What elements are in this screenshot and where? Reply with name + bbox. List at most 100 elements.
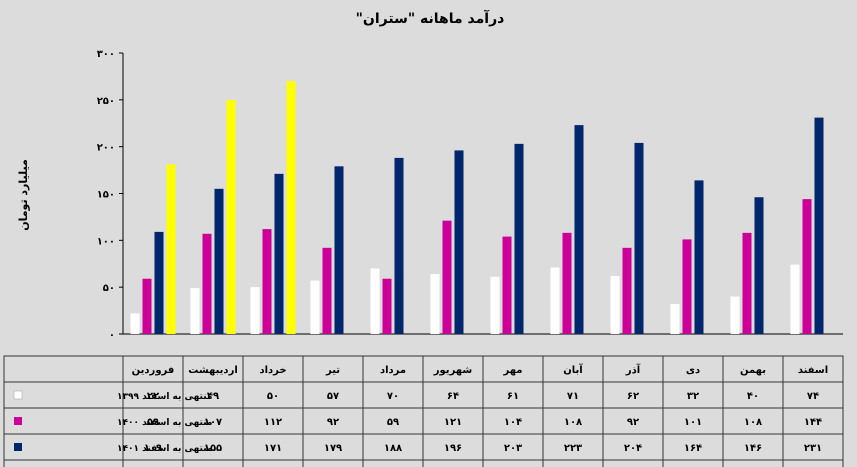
data-cell: ۵۰ <box>267 391 279 402</box>
data-table: فروردین اردیبهشت خرداد تیر مرداد شهریور مهر آبا… <box>3 355 844 467</box>
data-cell: ۴۰ <box>747 391 759 402</box>
bar <box>322 247 332 334</box>
bar <box>430 274 440 334</box>
data-cell: ۲۳۱ <box>804 443 822 454</box>
category-label: فروردین <box>132 365 175 376</box>
bar <box>394 157 404 334</box>
data-cell: ۱۷۹ <box>324 443 342 454</box>
category-label: خرداد <box>259 365 286 376</box>
data-cell: ۶۴ <box>447 391 459 402</box>
legend-swatch <box>14 443 22 451</box>
category-label: آذر <box>625 363 641 376</box>
bar <box>562 232 572 334</box>
data-cell: ۱۷۱ <box>264 443 282 454</box>
bar <box>142 278 152 334</box>
y-tick-label: ۰ <box>109 330 115 341</box>
bar <box>574 125 584 334</box>
data-cell: ۱۰۸ <box>744 417 762 428</box>
data-cell: ۵۹ <box>147 417 159 428</box>
bar <box>310 280 320 334</box>
data-cell: ۵۷ <box>327 391 339 402</box>
legend-swatch <box>13 390 23 400</box>
bar <box>214 188 224 334</box>
bar <box>742 232 752 334</box>
data-cell: ۵۹ <box>387 417 399 428</box>
bar <box>202 233 212 334</box>
data-cell: ۷۰ <box>387 391 399 402</box>
bar <box>286 81 296 334</box>
bar <box>250 287 260 334</box>
bar <box>694 180 704 334</box>
data-cell: ۱۰۹ <box>144 443 162 454</box>
bar <box>274 173 284 334</box>
bar <box>334 166 344 334</box>
bar <box>226 99 236 334</box>
y-tick-label: ۲۰۰ <box>97 143 115 154</box>
y-tick-label: ۲۵۰ <box>97 96 115 107</box>
bar <box>490 276 500 334</box>
bar <box>370 268 380 334</box>
data-cell: ۱۰۷ <box>204 417 222 428</box>
chart-title: درآمد ماهانه "ستران" <box>356 9 505 27</box>
bar <box>634 142 644 334</box>
bar <box>790 264 800 334</box>
bar <box>154 231 164 334</box>
category-label: دی <box>686 365 700 376</box>
data-cell: ۷۱ <box>567 391 579 402</box>
bar <box>262 229 272 334</box>
bar <box>730 296 740 334</box>
bar <box>814 117 824 334</box>
legend-label: منتهی به اسفند ۱۳۹۹ <box>117 392 212 402</box>
data-cell: ۱۸۸ <box>384 443 402 454</box>
bar <box>754 197 764 334</box>
data-cell: ۶۲ <box>627 391 639 402</box>
data-cell: ۳۲ <box>687 391 699 402</box>
bar <box>622 247 632 334</box>
bar <box>130 313 140 334</box>
bar <box>454 150 464 334</box>
bar <box>442 220 452 334</box>
y-tick-label: ۳۰۰ <box>97 49 115 60</box>
bar <box>166 164 176 334</box>
plot-area: ۰ ۵۰ ۱۰۰ ۱۵۰ ۲۰۰ ۲۵۰ ۳۰۰ <box>97 49 843 341</box>
bar <box>682 239 692 334</box>
data-cell: ۷۴ <box>807 391 819 402</box>
data-cell: ۲۲ <box>147 391 159 402</box>
data-cell: ۱۱۲ <box>264 417 282 428</box>
data-cell: ۲۰۳ <box>504 443 522 454</box>
data-cell: ۱۵۵ <box>204 443 222 454</box>
category-label: مهر <box>502 365 522 376</box>
category-label: تیر <box>325 365 340 376</box>
category-label: آبان <box>563 363 583 376</box>
category-label: شهریور <box>433 365 473 376</box>
legend-label: منتهی به اسفند ۱۴۰۱ <box>117 444 212 454</box>
bar <box>610 275 620 334</box>
data-cell: ۴۹ <box>207 391 219 402</box>
category-label: اسفند <box>798 365 828 376</box>
data-cell: ۹۲ <box>327 417 339 428</box>
bar <box>190 288 200 334</box>
y-tick-label: ۵۰ <box>103 283 115 294</box>
y-tick-label: ۱۵۰ <box>97 190 115 201</box>
data-cell: ۱۴۴ <box>804 417 822 428</box>
category-label: مرداد <box>380 365 406 376</box>
y-tick-label: ۱۰۰ <box>97 236 115 247</box>
data-cell: ۲۰۴ <box>624 443 642 454</box>
data-cell: ۱۴۶ <box>744 443 762 454</box>
data-cell: ۱۹۶ <box>444 443 462 454</box>
data-cell: ۱۰۱ <box>684 417 702 428</box>
legend-swatch <box>14 417 22 425</box>
data-cell: ۱۲۱ <box>444 417 462 428</box>
data-cell: ۲۲۳ <box>564 443 582 454</box>
y-axis-label: میلیارد تومان <box>17 159 30 231</box>
category-label: اردیبهشت <box>188 365 238 376</box>
bar <box>514 143 524 334</box>
bar <box>550 267 560 334</box>
bar <box>802 199 812 334</box>
legend-label: منتهی به اسفند ۱۴۰۰ <box>117 418 212 428</box>
data-cell: ۱۰۴ <box>504 417 522 428</box>
data-cell: ۶۱ <box>507 391 519 402</box>
data-cell: ۹۲ <box>627 417 639 428</box>
